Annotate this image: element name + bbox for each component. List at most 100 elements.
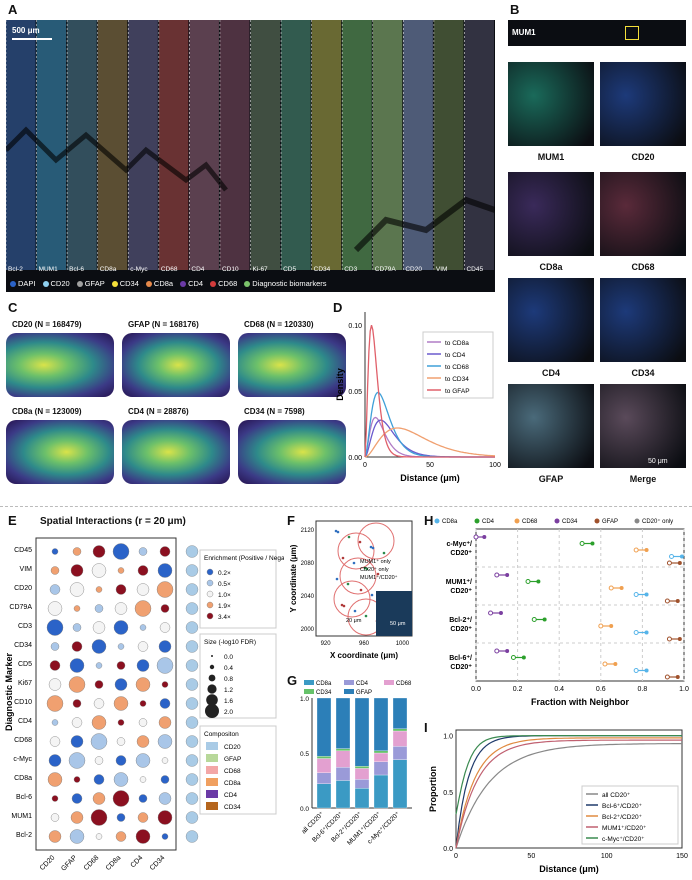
enrich-swatch (206, 590, 214, 598)
baseline-point (633, 592, 639, 597)
interaction-dot (139, 776, 147, 783)
interaction-dot (135, 677, 151, 692)
tissue-strip (189, 20, 219, 270)
legend-box (422, 331, 494, 399)
neighbor-point (521, 655, 526, 660)
interaction-dot (48, 830, 62, 843)
legend-label: CD8a (442, 519, 458, 525)
stacked-bar-segment (373, 774, 389, 809)
y-tick-label: 2080 (301, 561, 315, 567)
baseline-point (598, 623, 604, 629)
tissue-strip (464, 20, 494, 270)
panel-c-density-map (122, 333, 230, 397)
strip-label: Bcl-6 (69, 266, 84, 273)
stacked-bar-segment (316, 783, 332, 809)
legend-label: Bcl-2⁺/CD20⁺ (602, 814, 643, 821)
legend-dot (111, 280, 118, 287)
y-tick-label: 0.5 (300, 751, 309, 758)
interaction-dot (159, 698, 171, 709)
stacked-bar-segment (335, 697, 351, 749)
row-label: CD20⁺ (450, 626, 472, 633)
legend-item: CD8a (145, 279, 173, 288)
enrich-label: 3.4× (218, 614, 231, 621)
interaction-dot (158, 640, 172, 653)
strip-label: MUM1 (38, 266, 58, 273)
legend-swatch (304, 689, 314, 694)
composition-pie (185, 640, 199, 653)
stacked-bar-segment (392, 697, 408, 729)
interaction-dot (90, 809, 108, 826)
x-tick-label: 1000 (396, 641, 410, 647)
comp-label: CD20 (224, 744, 241, 751)
row-label: CD45 (14, 547, 32, 554)
row-label: CD8a (14, 775, 32, 782)
cell-point (364, 614, 368, 618)
cdf-line (455, 739, 682, 849)
col-label: CD34 (149, 854, 167, 872)
interaction-dot (90, 733, 108, 750)
y-tick-label: 0.5 (443, 790, 453, 797)
strip-label: Bcl-2 (8, 266, 23, 273)
cell-point (334, 529, 338, 533)
panel-b-tile (600, 278, 686, 362)
composition-pie (185, 754, 199, 767)
strip-label: Ki-67 (252, 266, 268, 273)
tissue-strip (311, 20, 342, 270)
interaction-dot (49, 736, 61, 747)
legend-dot (145, 280, 152, 287)
legend-swatch (514, 518, 520, 524)
composition-pie (185, 545, 199, 558)
interaction-dot (70, 564, 84, 577)
interaction-dot (51, 548, 59, 555)
strip-label: CD8a (99, 266, 117, 273)
legend-dot (42, 280, 49, 287)
row-label: Bcl-6 (16, 794, 32, 801)
legend: to CD8a to CD4 to CD68 to CD34 to GFAP (422, 331, 494, 399)
legend-label: GFAP (602, 519, 618, 525)
size-swatch (209, 664, 215, 670)
neighbor-point (675, 599, 680, 603)
interaction-dot (70, 811, 84, 824)
legend-label: CD68 (396, 681, 412, 687)
comp-swatch (206, 802, 218, 810)
row-label: CD20 (14, 585, 32, 592)
interaction-dot (49, 660, 61, 671)
x-tick-label: 100 (489, 462, 501, 469)
legend-dot (210, 280, 217, 287)
neighbor-point (644, 668, 649, 673)
col-label: CD20 (39, 854, 57, 872)
y-axis-label: Density (335, 368, 345, 401)
interaction-dot (117, 719, 125, 726)
cell-point (336, 530, 340, 534)
neighbor-point (505, 573, 510, 577)
legend-label: CD20⁺ only (642, 518, 673, 525)
composition-pie (185, 773, 199, 786)
row-label: c-Myc⁺/ (447, 541, 473, 548)
interaction-dot (138, 547, 148, 556)
density-line (364, 391, 495, 458)
y-tick-label: 2040 (301, 594, 315, 600)
interaction-dot (95, 833, 103, 840)
interaction-dot (50, 642, 60, 651)
size-label: 0.0 (224, 654, 233, 661)
size-legend-title: Size (-log10 FDR) (204, 639, 256, 646)
strip-label: CD34 (313, 266, 331, 273)
plot-frame (35, 537, 177, 851)
comp-label: GFAP (224, 756, 241, 763)
baseline-point (579, 541, 585, 546)
interaction-dot (93, 774, 105, 785)
legend-label: c-Myc⁺/CD20⁺ (602, 836, 645, 843)
panel-a-letter: A (8, 2, 18, 17)
row-label: CD3 (18, 623, 32, 630)
legend-label: to GFAP (445, 388, 470, 395)
interaction-dot (116, 813, 126, 822)
legend-swatch (474, 518, 480, 524)
panel-c-letter: C (8, 300, 18, 315)
tissue-strip (128, 20, 158, 270)
panel-b-tile-label: CD4 (541, 368, 560, 378)
cell-point (359, 588, 363, 592)
cell-point (370, 593, 374, 597)
interaction-dot (92, 545, 106, 558)
